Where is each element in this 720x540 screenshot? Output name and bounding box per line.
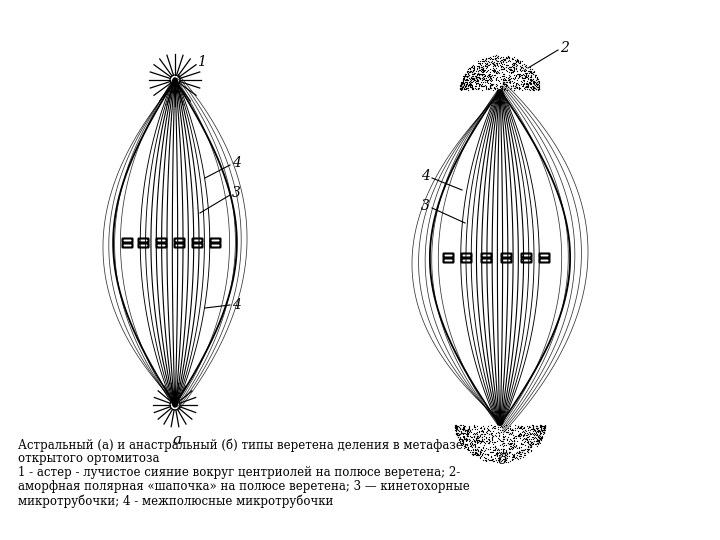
FancyBboxPatch shape (192, 239, 202, 242)
Circle shape (173, 78, 177, 82)
Text: 2: 2 (560, 41, 569, 55)
FancyBboxPatch shape (482, 253, 492, 258)
Text: 1: 1 (197, 55, 206, 69)
FancyBboxPatch shape (138, 244, 148, 247)
FancyBboxPatch shape (502, 259, 511, 262)
FancyBboxPatch shape (122, 244, 132, 247)
FancyBboxPatch shape (462, 259, 472, 262)
FancyBboxPatch shape (444, 253, 454, 258)
FancyBboxPatch shape (174, 244, 184, 247)
FancyBboxPatch shape (122, 239, 132, 242)
Text: б: б (498, 453, 507, 467)
FancyBboxPatch shape (502, 253, 511, 258)
FancyBboxPatch shape (539, 253, 549, 258)
Text: 1 - астер - лучистое сияние вокруг центриолей на полюсе веретена; 2-: 1 - астер - лучистое сияние вокруг центр… (18, 466, 460, 479)
Text: открытого ортомитоза: открытого ортомитоза (18, 452, 160, 465)
FancyBboxPatch shape (210, 239, 220, 242)
Text: 4: 4 (232, 298, 241, 312)
Circle shape (173, 403, 177, 407)
FancyBboxPatch shape (521, 253, 531, 258)
FancyBboxPatch shape (192, 244, 202, 247)
Text: аморфная полярная «шапочка» на полюсе веретена; 3 — кинетохорные: аморфная полярная «шапочка» на полюсе ве… (18, 480, 469, 493)
FancyBboxPatch shape (482, 259, 492, 262)
FancyBboxPatch shape (462, 253, 472, 258)
Text: 4: 4 (232, 156, 241, 170)
Text: 3: 3 (232, 186, 241, 200)
FancyBboxPatch shape (156, 239, 166, 242)
FancyBboxPatch shape (156, 244, 166, 247)
FancyBboxPatch shape (444, 259, 454, 262)
FancyBboxPatch shape (521, 259, 531, 262)
Text: 3: 3 (421, 199, 430, 213)
Text: Астральный (а) и анастральный (б) типы веретена деления в метафазе: Астральный (а) и анастральный (б) типы в… (18, 438, 463, 451)
FancyBboxPatch shape (174, 239, 184, 242)
FancyBboxPatch shape (210, 244, 220, 247)
FancyBboxPatch shape (138, 239, 148, 242)
Text: микротрубочки; 4 - межполюсные микротрубочки: микротрубочки; 4 - межполюсные микротруб… (18, 494, 333, 508)
Text: а: а (172, 433, 181, 447)
FancyBboxPatch shape (539, 259, 549, 262)
Text: 4: 4 (421, 169, 430, 183)
